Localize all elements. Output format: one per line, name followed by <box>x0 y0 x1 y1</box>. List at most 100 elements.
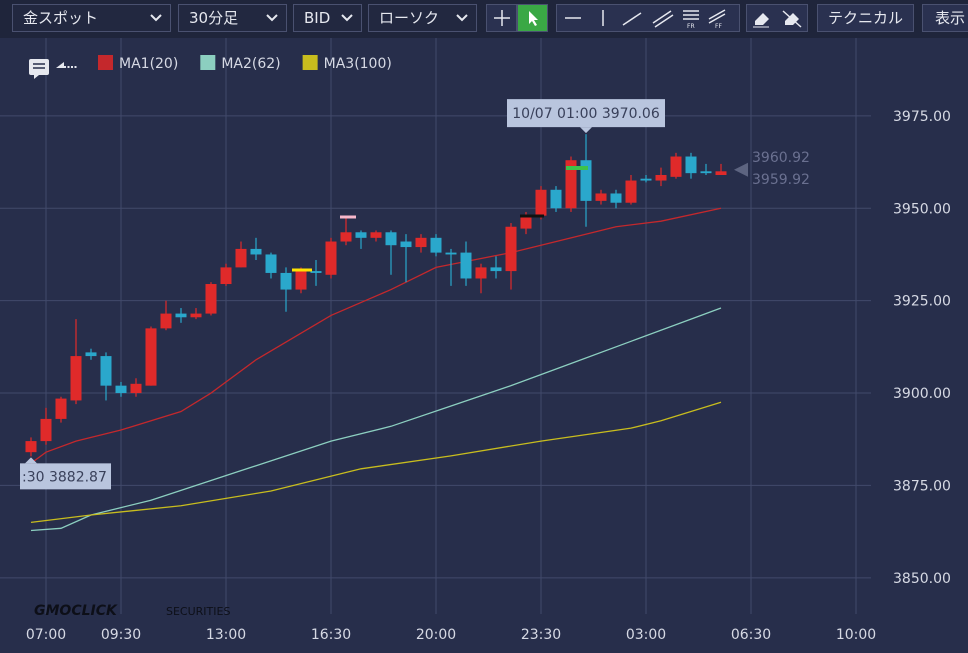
candle-body <box>25 441 37 453</box>
order-markers <box>292 166 588 272</box>
price-label: 3960.92 <box>752 150 810 166</box>
svg-text:FF: FF <box>715 23 722 30</box>
candle-body <box>490 267 502 272</box>
x-tick-label: 06:30 <box>731 627 771 643</box>
y-tick-label: 3850.00 <box>893 571 951 587</box>
timeframe-label: 30分足 <box>189 9 239 27</box>
candle-body <box>310 271 322 273</box>
candle-body <box>565 160 577 209</box>
candle-body <box>610 193 622 203</box>
display-label: 表示 <box>935 9 966 27</box>
candle-body <box>205 284 217 314</box>
candle-body <box>340 232 352 242</box>
candle-body <box>535 189 547 216</box>
candle-body <box>595 193 607 201</box>
candle-body <box>190 313 202 318</box>
drawing-tools[interactable]: FR FF <box>556 4 740 32</box>
technical-button[interactable]: テクニカル <box>817 4 914 32</box>
legend-swatch <box>98 55 113 70</box>
price-type-label: BID <box>304 9 331 27</box>
timeframe-select[interactable]: 30分足 <box>178 4 287 32</box>
candle-body <box>265 254 277 273</box>
x-tick-label: 23:30 <box>521 627 561 643</box>
chart-style-label: ローソク <box>379 9 440 27</box>
watermark-sub: SECURITIES <box>166 605 230 618</box>
x-tick-label: 09:30 <box>101 627 141 643</box>
grid <box>0 38 871 614</box>
legend-swatch <box>302 55 318 70</box>
chart-style-select[interactable]: ローソク <box>368 4 477 32</box>
candle-body <box>130 383 142 394</box>
x-tick-label: 13:00 <box>206 627 246 643</box>
candle-body <box>295 271 307 290</box>
candle-body <box>625 180 637 203</box>
candle-body <box>355 232 367 238</box>
candle-body <box>235 248 247 268</box>
y-tick-label: 3975.00 <box>893 109 951 125</box>
candle-body <box>160 313 172 329</box>
candle-body <box>370 232 382 238</box>
candle-body <box>385 232 397 246</box>
eraser-tools[interactable] <box>746 4 808 32</box>
price-label: 3959.92 <box>752 172 810 188</box>
candle-body <box>325 241 337 275</box>
technical-label: テクニカル <box>827 9 903 27</box>
low-tooltip: :30 3882.87 <box>22 469 107 485</box>
x-tick-label: 16:30 <box>311 627 351 643</box>
y-tick-label: 3875.00 <box>893 478 951 494</box>
watermark-brand: GMOCLICK <box>34 603 118 619</box>
tooltip-box <box>507 99 665 128</box>
candle-body <box>40 418 52 442</box>
chart: 3850.00 3875.00 3900.00 3925.00 3950.00 3975.… <box>0 38 951 643</box>
candle-body <box>70 356 82 401</box>
candle-body <box>145 328 157 386</box>
legend-label: MA3(100) <box>324 56 392 72</box>
price-type-select[interactable]: BID <box>293 4 362 32</box>
candle-body <box>55 398 67 419</box>
display-button[interactable]: 表示 <box>922 4 968 32</box>
candle-body <box>430 237 442 253</box>
ma-line <box>30 307 722 532</box>
price-arrow <box>734 162 748 177</box>
toolbar: 金スポット 30分足 BID ローソク FR FF テクニカル 表示 <box>0 0 968 38</box>
y-tick-label: 3950.00 <box>893 201 951 217</box>
candle-body <box>220 267 232 285</box>
candle-body <box>475 267 487 279</box>
candle-body <box>400 241 412 248</box>
tooltip-box <box>20 463 111 490</box>
legend-icons <box>29 59 78 79</box>
candle-body <box>580 160 592 201</box>
pointer-button[interactable] <box>517 4 548 32</box>
candle-body <box>685 156 697 174</box>
candle-body <box>640 178 652 181</box>
candle-body <box>550 189 562 209</box>
x-tick-label: 10:00 <box>836 627 876 643</box>
candle-body <box>280 272 292 290</box>
candle-body <box>670 156 682 177</box>
svg-text:FR: FR <box>687 23 695 30</box>
crosshair-button[interactable] <box>486 4 517 32</box>
candle-body <box>520 215 532 229</box>
candle-body <box>415 237 427 248</box>
x-tick-label: 20:00 <box>416 627 456 643</box>
candle-body <box>700 171 712 174</box>
candle-body <box>715 171 727 175</box>
x-tick-label: 03:00 <box>626 627 666 643</box>
ma-line <box>30 207 722 464</box>
legend-label: MA2(62) <box>221 56 280 72</box>
candle-body <box>115 385 127 394</box>
legend-label: MA1(20) <box>119 56 178 72</box>
candle-body <box>445 252 457 255</box>
symbol-select[interactable]: 金スポット <box>12 4 171 32</box>
x-tick-label: 07:00 <box>26 627 66 643</box>
y-tick-label: 3900.00 <box>893 386 951 402</box>
tooltip-arrow <box>580 127 592 134</box>
y-tick-label: 3925.00 <box>893 294 951 310</box>
tooltip-arrow <box>25 457 37 464</box>
candle-body <box>85 352 97 357</box>
high-tooltip: 10/07 01:00 3970.06 <box>512 106 660 122</box>
candle-body <box>655 175 667 181</box>
candle-body <box>505 226 517 272</box>
candle-body <box>250 248 262 255</box>
